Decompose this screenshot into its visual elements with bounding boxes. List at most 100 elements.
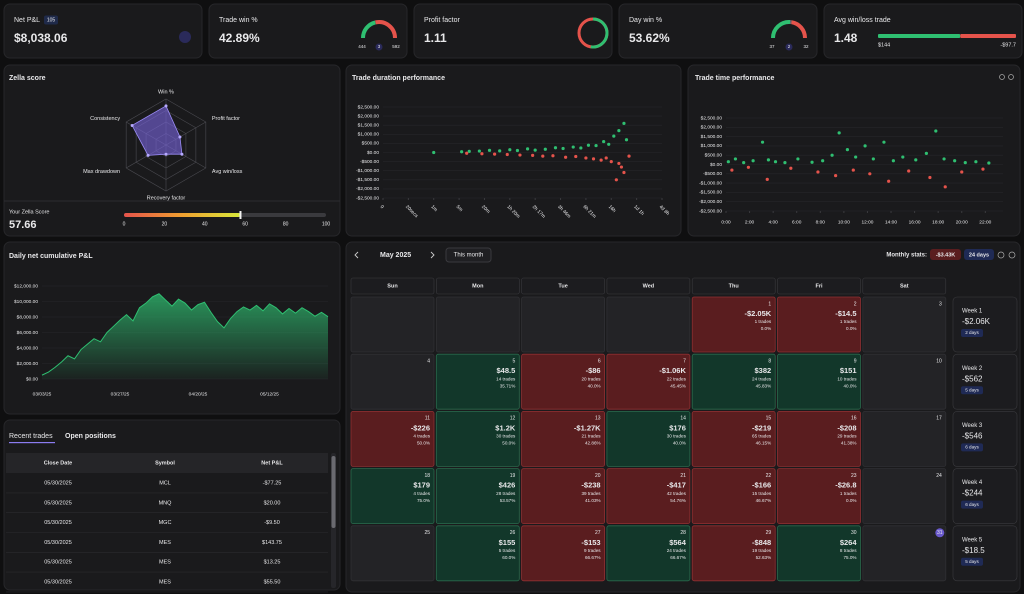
week-panel (952, 525, 1018, 582)
day-date: 18 (424, 473, 430, 479)
day-cell (777, 525, 861, 582)
day-winrate: 42.86% (585, 441, 601, 446)
button[interactable]: This month (454, 253, 484, 259)
day-winrate: 75.0% (843, 555, 856, 560)
day-pnl: -$417 (667, 481, 686, 490)
day-winrate: 75.0% (417, 498, 430, 503)
y-tick-label: -$2,000.00 (699, 199, 722, 205)
day-winrate: 0.0% (846, 326, 856, 331)
day-trades: 42 trades (667, 491, 687, 496)
scatter-point (766, 158, 771, 162)
day-date: 28 (680, 530, 686, 536)
scatter-point (571, 145, 575, 149)
x-tick-label: 5m (455, 204, 464, 213)
scatter-point (942, 157, 946, 161)
day-trades: 1 trades (755, 319, 772, 324)
day-cell (350, 296, 435, 353)
panel-title: Trade duration performance (352, 75, 445, 82)
scatter-point (564, 155, 568, 159)
next-arrow[interactable] (430, 251, 435, 259)
cell: -$77.25 (263, 480, 282, 486)
scatter-point (760, 140, 765, 144)
prev-arrow[interactable] (354, 251, 359, 259)
cell: -$9.50 (264, 520, 280, 526)
day-date: 25 (424, 530, 430, 536)
week-pnl: -$2.06K (962, 317, 991, 326)
scatter-point (477, 149, 481, 153)
week-days: 6 days (965, 502, 979, 507)
stat-value: 1.48 (834, 31, 858, 45)
icon[interactable] (1008, 251, 1016, 259)
scatter-point (887, 179, 891, 183)
day-winrate: 52.63% (756, 555, 772, 560)
cell: 05/30/2025 (44, 579, 72, 585)
icon[interactable] (997, 251, 1005, 259)
cell: MES (159, 579, 171, 585)
day-trades: 30 trades (496, 434, 516, 439)
day-winrate: 41.38% (841, 441, 857, 446)
gauge-win: 37 (769, 44, 775, 49)
month: May 2025 (380, 252, 411, 259)
cell: $13.25 (264, 560, 281, 566)
tab[interactable]: Open positions (65, 433, 116, 440)
scatter-point (594, 143, 598, 148)
scatter-point (830, 153, 834, 157)
scatter-point (531, 153, 535, 158)
tab[interactable]: Recent trades (9, 433, 53, 440)
y-tick-label: $2,500.00 (701, 115, 723, 121)
cell: MES (159, 540, 171, 546)
week-pnl: -$18.5 (962, 546, 985, 555)
column-header: Close Date (44, 460, 72, 466)
scatter-point (515, 148, 520, 153)
day-winrate: 46.67% (756, 498, 772, 503)
scatter-point (586, 143, 591, 147)
score-fill (124, 213, 241, 217)
scrollbar-thumb[interactable] (331, 456, 336, 528)
scatter-point (871, 157, 875, 161)
area-fill (42, 293, 328, 379)
day-trades: 4 trades (413, 491, 430, 496)
scatter-point (963, 161, 967, 165)
weekday-header (350, 277, 435, 295)
day-pnl: -$153 (581, 538, 600, 547)
day-winrate: 35.71% (500, 383, 516, 388)
stats-pill (964, 249, 994, 260)
day-trades: 15 trades (752, 491, 772, 496)
button-bg[interactable] (445, 247, 492, 263)
day-date: 9 (854, 359, 857, 365)
y-tick-label: -$2,500.00 (356, 195, 379, 201)
scatter-point (882, 140, 886, 144)
week-label: Week 3 (962, 423, 983, 429)
day-date: 29 (766, 530, 772, 536)
x-tick-label: 18:00 (932, 219, 944, 225)
scatter-point (730, 168, 734, 172)
day-winrate: 66.67% (670, 555, 686, 560)
week-label: Week 2 (962, 366, 983, 372)
day-trades: 22 trades (667, 376, 687, 381)
day-winrate: 0.0% (761, 326, 771, 331)
day-date: 16 (851, 416, 857, 422)
scatter-point (619, 165, 624, 169)
cell: MES (159, 560, 171, 566)
scatter-point (591, 157, 596, 161)
avg-loss-bar (960, 34, 1016, 38)
x-tick-label: 6:00 (792, 219, 802, 225)
week-days-pill (961, 557, 983, 566)
y-tick-label: $4,000.00 (17, 345, 39, 351)
scatter-point (609, 160, 613, 164)
y-tick-label: $2,000.00 (17, 361, 39, 367)
day-cell (691, 296, 776, 353)
cell: 05/30/2025 (44, 540, 72, 546)
x-tick-label: 12:00 (861, 219, 873, 225)
score-tick: 0 (123, 221, 126, 227)
radar-point (146, 153, 150, 157)
panel (345, 64, 682, 237)
gauge-arc (771, 20, 791, 39)
panel (413, 3, 613, 59)
day-winrate: 40.0% (673, 441, 686, 446)
day-date: 17 (936, 416, 942, 422)
week-days: 5 days (965, 559, 979, 564)
scatter-point (854, 155, 858, 159)
scatter-point (467, 149, 471, 154)
stat-label: Day win % (629, 17, 662, 24)
